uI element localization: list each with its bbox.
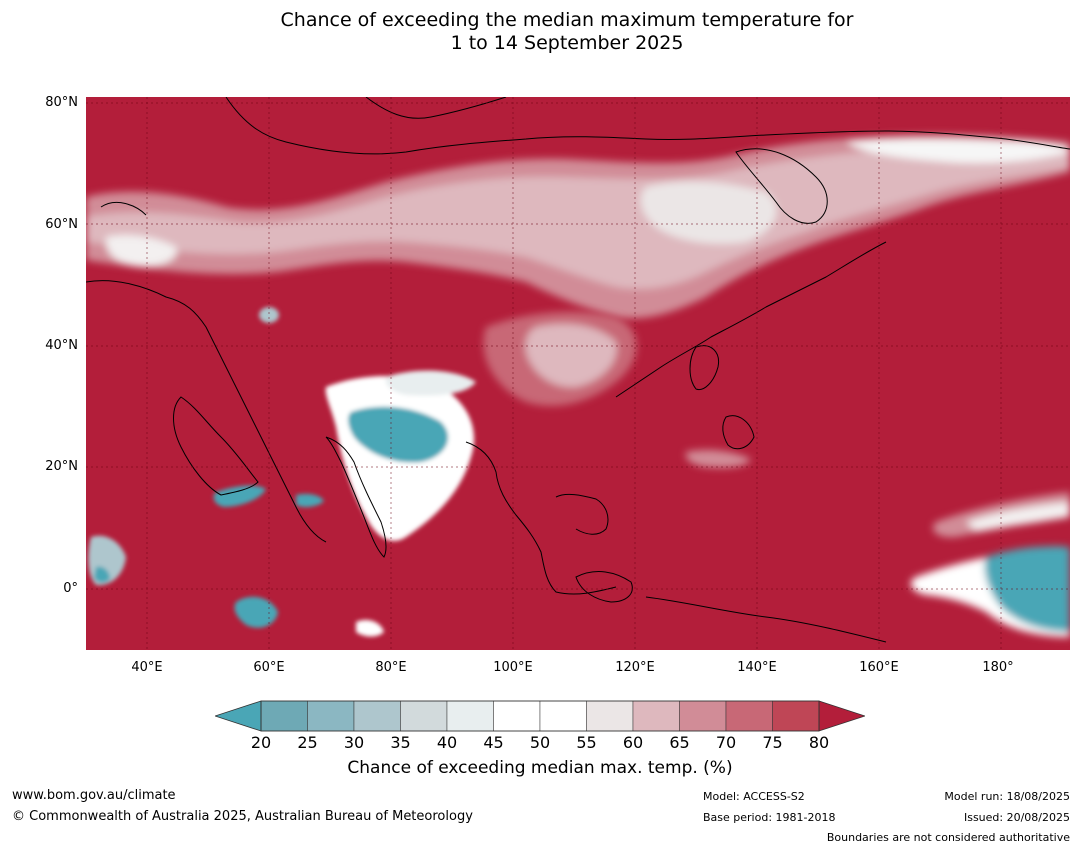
colorbar-segment (307, 700, 355, 732)
colorbar-tick-label: 25 (297, 733, 318, 752)
lat-label-80n: 80°N (45, 95, 78, 110)
south-asia-anomaly (259, 307, 476, 541)
boundary-disclaimer: Boundaries are not considered authoritat… (826, 831, 1070, 844)
colorbar-segment (260, 700, 308, 732)
colorbar-tick-label: 35 (390, 733, 411, 752)
lat-label-60n: 60°N (45, 217, 78, 232)
colorbar-tick-label: 80 (808, 733, 830, 752)
colorbar-frame (260, 700, 820, 732)
colorbar-tick-label: 60 (622, 733, 644, 752)
colorbar-segment (493, 700, 541, 732)
colorbar-segment (679, 700, 727, 732)
colorbar-segment (446, 700, 494, 732)
colorbar-tick-label: 20 (250, 733, 272, 752)
colorbar-tick-label: 70 (715, 733, 737, 752)
model-text: Model: ACCESS-S2 (703, 790, 805, 803)
base-period-text: Base period: 1981-2018 (703, 811, 836, 824)
colorbar-high-arrow (819, 701, 865, 731)
colorbar-tick-label: 45 (483, 733, 504, 752)
lon-label-160e: 160°E (859, 660, 899, 675)
colorbar-label: Chance of exceeding median max. temp. (%… (347, 758, 733, 778)
colorbar-tick-label: 55 (576, 733, 597, 752)
model-run-text: Model run: 18/08/2025 (944, 790, 1070, 803)
arabian-sea-anomaly (88, 485, 384, 637)
lon-label-80e: 80°E (375, 660, 407, 675)
lat-label-0: 0° (63, 581, 78, 596)
china-interior-anomaly (483, 311, 751, 468)
colorbar-segment (632, 700, 680, 732)
colorbar-tick-label: 30 (343, 733, 365, 752)
map-title: Chance of exceeding the median maximum t… (0, 9, 1081, 55)
lon-label-100e: 100°E (493, 660, 533, 675)
coastlines (86, 97, 1070, 643)
colorbar-tick-label: 40 (436, 733, 458, 752)
lat-label-40n: 40°N (45, 338, 78, 353)
colorbar-tick-label: 75 (762, 733, 783, 752)
northern-eurasia-anomaly (86, 134, 1070, 319)
colorbar-tick-label: 65 (669, 733, 690, 752)
colorbar-low-arrow (215, 701, 261, 731)
website-link[interactable]: www.bom.gov.au/climate (12, 788, 176, 803)
copyright-text: © Commonwealth of Australia 2025, Austra… (12, 809, 473, 824)
lon-label-180: 180° (982, 660, 1014, 675)
lon-label-140e: 140°E (737, 660, 777, 675)
forecast-map (86, 97, 1070, 650)
graticule (86, 97, 1070, 650)
lon-label-60e: 60°E (253, 660, 285, 675)
colorbar-segments (215, 700, 865, 732)
colorbar-segment (772, 700, 820, 732)
lon-label-40e: 40°E (131, 660, 163, 675)
lat-label-20n: 20°N (45, 459, 78, 474)
colorbar-segment (586, 700, 634, 732)
colorbar-segment (400, 700, 448, 732)
colorbar-segment (725, 700, 773, 732)
issued-text: Issued: 20/08/2025 (963, 811, 1070, 824)
colorbar-segment (539, 700, 587, 732)
colorbar-tick-label: 50 (529, 733, 551, 752)
lon-label-120e: 120°E (615, 660, 655, 675)
title-line-2: 1 to 14 September 2025 (450, 32, 684, 54)
title-line-1: Chance of exceeding the median maximum t… (280, 9, 854, 31)
colorbar-segment (353, 700, 401, 732)
map-canvas (86, 97, 1070, 650)
colorbar (215, 700, 865, 732)
